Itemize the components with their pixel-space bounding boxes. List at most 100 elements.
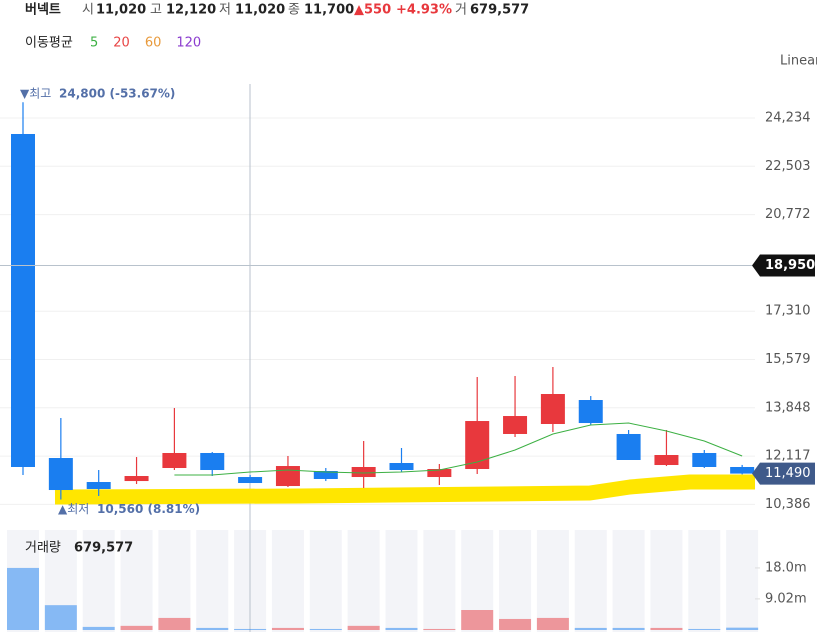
volume-bar [499,618,532,630]
candle-body [238,477,263,484]
stock-name: 버넥트 [25,2,61,18]
volume-bar [271,627,304,630]
y-tick-label: 24,234 [765,111,811,126]
y-tick-label: 13,848 [765,400,811,415]
volume-bar [423,628,456,630]
high-marker-label: ▼최고 [20,87,51,101]
crosshair-label: 18,950 [765,258,815,273]
candle-body [503,416,528,434]
candle-body [313,471,338,479]
change: ▲550 [354,3,391,18]
volume-bar [7,567,39,630]
high-label: 고 [150,3,162,18]
volume-bar [44,605,77,630]
volume-tick-label: 9.02m [765,591,807,606]
volume-bar [536,617,569,630]
candle-body [351,466,376,478]
last-price-tag [752,462,815,485]
volume-label: 거 [455,3,467,18]
candle-body [389,463,414,471]
volume-column [726,530,759,632]
volume-total: 679,577 [74,541,133,556]
candle-body [86,482,111,490]
volume-column [158,530,191,632]
volume-bar [650,627,683,630]
candle-body [730,466,755,474]
volume-column [574,530,607,632]
candle-body [162,452,187,469]
volume-column [536,530,569,632]
volume-bar [574,627,607,630]
low-marker-text: 10,560 (8.81%) [97,502,200,516]
volume-column [120,530,153,632]
plot [7,102,759,630]
y-tick-label: 15,579 [765,352,811,367]
y-tick-label: 22,503 [765,159,811,174]
candle-body [200,452,225,471]
ma-title: 이동평균 [25,36,73,51]
volume-column [196,530,229,632]
volume-bar [385,627,418,630]
volume-bar [158,617,191,630]
volume-bar [309,628,342,630]
close-label: 종 [288,3,300,18]
candle-body [578,400,603,424]
candle-body [11,133,35,467]
candle-body [275,466,300,487]
volume-bar [461,610,494,630]
open-value: 11,020 [96,3,146,18]
candle-body [48,458,73,491]
close-value: 11,700 [304,3,354,18]
low-marker-label: ▲최저 [58,502,89,516]
change-pct: +4.93% [396,3,452,18]
volume-bar [347,625,380,630]
high-marker-text: 24,800 (-53.67%) [59,87,175,101]
volume-column [650,530,683,632]
volume-bar [196,627,229,630]
scale-label: Linear [780,54,817,69]
candle-body [124,476,149,482]
crosshair-tag [752,254,815,277]
highlight-stroke [54,474,755,505]
ma-legend-item: 60 [145,36,162,51]
high-value: 12,120 [166,3,216,18]
ma-legend-item: 120 [176,36,201,51]
volume-value: 679,577 [470,3,529,18]
low-value: 11,020 [235,3,285,18]
volume-column [385,530,418,632]
candle-body [616,433,641,460]
volume-bar [612,627,645,630]
ma-line [174,422,743,476]
low-label: 저 [219,3,231,18]
y-tick-label: 20,772 [765,207,811,222]
candle-body [427,469,452,478]
last-price-label: 11,490 [765,466,811,481]
y-tick-label: 10,386 [765,497,811,512]
ma-legend-item: 20 [113,36,130,51]
volume-column [271,530,304,632]
open-label: 시 [82,3,94,18]
candle-body [692,452,717,467]
volume-column [309,530,342,632]
volume-tick-label: 18.0m [765,560,807,575]
volume-column [423,530,456,632]
volume-column [612,530,645,632]
volume-column [347,530,380,632]
volume-bar [726,627,759,630]
candle-body [540,394,565,425]
y-tick-label: 17,310 [765,304,811,319]
y-tick-label: 12,117 [765,449,811,464]
volume-bar [688,628,721,630]
volume-column [688,530,721,632]
grid [0,117,760,600]
volume-column [499,530,532,632]
candle-body [654,455,679,466]
volume-bar [82,626,115,630]
volume-bar [120,625,153,630]
volume-bar [234,628,267,630]
candle-body [465,421,490,470]
ma-legend-item: 5 [90,36,98,51]
volume-title: 거래량 [25,541,61,556]
